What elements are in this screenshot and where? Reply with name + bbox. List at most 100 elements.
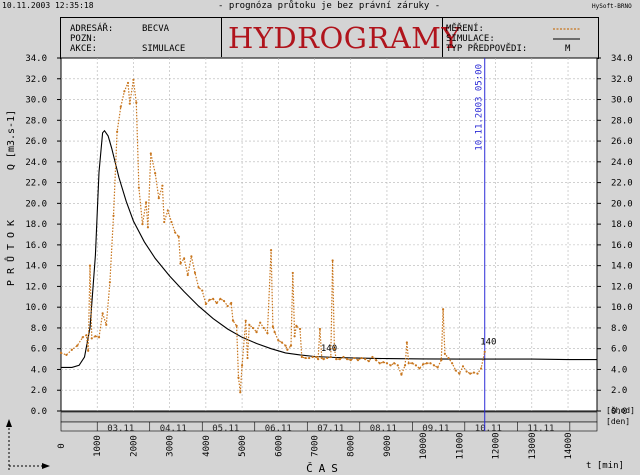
measured-point bbox=[483, 350, 486, 353]
x-axis-arrow-head bbox=[42, 463, 50, 469]
y-axis-arrow-head bbox=[6, 419, 12, 427]
measured-point bbox=[461, 365, 465, 368]
measured-point bbox=[108, 281, 111, 284]
measured-point bbox=[76, 344, 79, 347]
measured-point bbox=[59, 351, 63, 354]
measured-point bbox=[70, 348, 73, 351]
measured-point bbox=[414, 364, 418, 367]
measured-point bbox=[441, 308, 445, 311]
y-tick-label-right: 12.0 bbox=[611, 282, 633, 292]
y-tick-label-left: 34.0 bbox=[25, 54, 47, 64]
measured-point bbox=[269, 248, 273, 252]
y-tick-label-left: 24.0 bbox=[25, 158, 47, 168]
measured-point bbox=[432, 364, 436, 367]
measured-point bbox=[105, 323, 108, 326]
measured-point bbox=[157, 197, 160, 200]
measured-point bbox=[286, 348, 289, 351]
x-tick-label: 7000 bbox=[311, 435, 321, 457]
measured-point bbox=[87, 349, 90, 352]
measured-point bbox=[97, 336, 101, 339]
measured-point bbox=[128, 102, 131, 105]
measured-point bbox=[154, 172, 157, 175]
measured-point bbox=[146, 226, 150, 229]
y-tick-label-right: 18.0 bbox=[611, 220, 633, 230]
measured-point bbox=[295, 324, 298, 327]
header-divider bbox=[221, 17, 443, 57]
measured-point bbox=[378, 362, 381, 365]
measured-point bbox=[222, 299, 226, 303]
measured-point bbox=[346, 357, 349, 361]
y-tick-label-right: 4.0 bbox=[611, 365, 627, 375]
date-label: 05.11 bbox=[212, 424, 239, 434]
x-tick-label: 4000 bbox=[202, 435, 212, 457]
date-label: 08.11 bbox=[370, 424, 397, 434]
measured-point bbox=[469, 372, 472, 375]
measured-point bbox=[183, 257, 186, 260]
annotation-label: 140 bbox=[321, 344, 337, 354]
y-tick-label-left: 16.0 bbox=[25, 241, 47, 251]
measured-point bbox=[145, 201, 148, 204]
y-tick-label-right: 32.0 bbox=[611, 75, 633, 85]
measured-point bbox=[443, 352, 446, 355]
measured-point bbox=[307, 356, 311, 360]
measured-point bbox=[418, 367, 421, 370]
measured-point bbox=[425, 362, 428, 365]
x-tick-label: 9000 bbox=[383, 435, 393, 457]
measured-point bbox=[88, 264, 92, 267]
x-unit-label: t [min] bbox=[586, 461, 624, 471]
measured-point bbox=[85, 334, 88, 337]
measured-point bbox=[126, 81, 130, 85]
brand-title: HYDROGRAMY bbox=[228, 21, 462, 55]
measured-point bbox=[293, 335, 296, 338]
measured-point bbox=[311, 355, 314, 359]
measured-point bbox=[342, 355, 345, 359]
measured-point bbox=[237, 376, 240, 379]
y-tick-label-right: 24.0 bbox=[611, 158, 633, 168]
y-tick-label-left: 28.0 bbox=[25, 116, 47, 126]
date-label: 11.11 bbox=[527, 424, 554, 434]
measured-point bbox=[135, 101, 138, 104]
measured-point bbox=[440, 359, 443, 362]
disclaimer: - prognóza průtoku je bez právní záruky … bbox=[218, 1, 441, 11]
measured-point bbox=[465, 370, 468, 373]
y-tick-label-left: 2.0 bbox=[31, 386, 47, 396]
measured-point bbox=[298, 327, 302, 331]
measured-point bbox=[411, 362, 414, 365]
day-row-label: [den] bbox=[606, 417, 631, 426]
x-tick-label: 14000 bbox=[564, 432, 574, 459]
y-tick-label-left: 10.0 bbox=[25, 303, 47, 313]
measured-point bbox=[304, 356, 307, 360]
x-tick-label: 11000 bbox=[455, 432, 465, 459]
measured-point bbox=[266, 332, 269, 335]
measured-point bbox=[262, 326, 265, 330]
measured-point bbox=[405, 341, 408, 344]
y-tick-label-left: 30.0 bbox=[25, 96, 47, 106]
x-tick-label: 0 bbox=[57, 443, 67, 448]
date-label: 04.11 bbox=[160, 424, 187, 434]
measured-point bbox=[277, 339, 280, 342]
measured-point bbox=[322, 357, 325, 361]
measured-point bbox=[451, 362, 454, 365]
header-panel bbox=[60, 17, 599, 59]
measured-point bbox=[403, 364, 407, 367]
x-tick-label: 12000 bbox=[492, 432, 502, 459]
y-tick-label-left: 12.0 bbox=[25, 282, 47, 292]
measured-point bbox=[255, 330, 258, 334]
measured-point bbox=[208, 298, 211, 302]
measured-point bbox=[219, 297, 222, 300]
measured-point bbox=[170, 220, 173, 224]
y-tick-label-right: 26.0 bbox=[611, 137, 633, 147]
measured-point bbox=[436, 366, 439, 369]
measured-point bbox=[333, 347, 336, 350]
measured-point bbox=[132, 78, 135, 81]
measured-point bbox=[335, 357, 338, 361]
y-tick-label-right: 22.0 bbox=[611, 179, 633, 189]
measured-point bbox=[367, 360, 370, 363]
x-tick-label: 2000 bbox=[129, 435, 139, 457]
date-label: 10.11 bbox=[475, 424, 502, 434]
measured-point bbox=[393, 362, 396, 365]
measured-point bbox=[116, 130, 119, 133]
measured-point bbox=[259, 321, 262, 324]
measured-point bbox=[112, 214, 115, 217]
adresar-label: ADRESÁŘ: bbox=[70, 24, 114, 34]
